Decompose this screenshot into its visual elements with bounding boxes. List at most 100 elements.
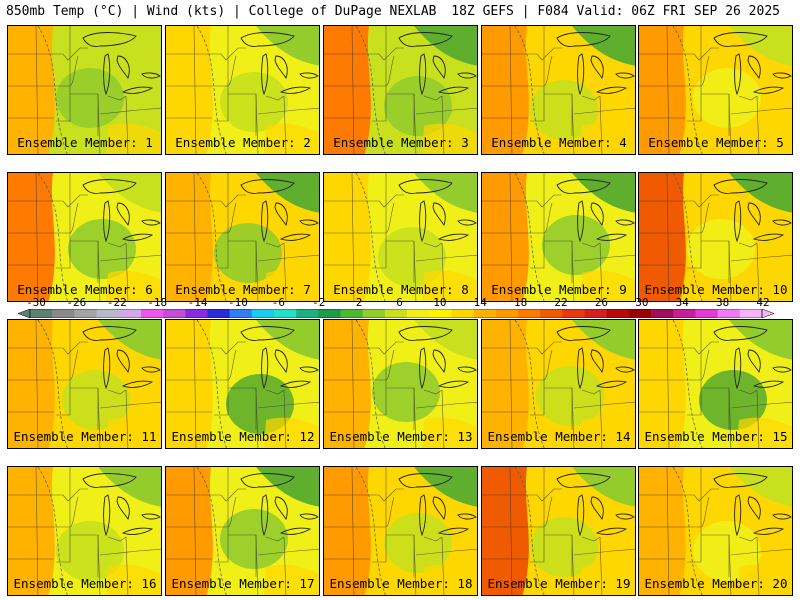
chart-title: 850mb Temp (°C) | Wind (kts) | College o… — [6, 4, 437, 19]
colorbar-swatch — [695, 309, 718, 318]
ensemble-member-label: Ensemble Member: 13 — [329, 429, 473, 444]
ensemble-member-map — [7, 319, 162, 449]
colorbar-swatch — [518, 309, 541, 318]
colorbar-swatch — [52, 309, 75, 318]
colorbar-tick-label: 34 — [675, 296, 689, 309]
ensemble-member-label: Ensemble Member: 2 — [175, 135, 311, 150]
colorbar-tick-label: 42 — [756, 296, 770, 309]
temperature-field — [324, 320, 477, 448]
colorbar-swatch — [118, 309, 142, 318]
ensemble-member-label: Ensemble Member: 6 — [17, 282, 153, 297]
ensemble-member-label: Ensemble Member: 15 — [644, 429, 788, 444]
ensemble-member-map — [638, 25, 793, 155]
ensemble-member-map — [481, 172, 636, 302]
colorbar-tick-label: 38 — [715, 296, 730, 309]
colorbar-tick-label: 2 — [355, 296, 363, 309]
colorbar-tick-label: 30 — [635, 296, 649, 309]
colorbar-min-arrow — [18, 309, 31, 318]
colorbar-tick-label: 6 — [396, 296, 403, 309]
ensemble-member-map — [481, 466, 636, 596]
temperature-field — [324, 173, 477, 301]
ensemble-member-label: Ensemble Member: 12 — [171, 429, 315, 444]
colorbar-tick-label: 26 — [594, 296, 609, 309]
ensemble-member-map — [323, 172, 478, 302]
ensemble-member-label: Ensemble Member: 4 — [491, 135, 627, 150]
ensemble-member-label: Ensemble Member: 16 — [13, 576, 157, 591]
temperature-field — [166, 320, 319, 448]
colorbar-swatch — [429, 309, 452, 318]
colorbar-tick-label: 10 — [433, 296, 447, 309]
colorbar-swatch — [185, 309, 208, 318]
ensemble-member-label: Ensemble Member: 20 — [644, 576, 788, 591]
colorbar-tick-label: 18 — [514, 296, 528, 309]
temperature-field — [8, 320, 161, 448]
ensemble-member-map — [638, 319, 793, 449]
colorbar-swatch — [739, 309, 763, 318]
ensemble-member-map — [323, 25, 478, 155]
colorbar-swatch — [30, 309, 53, 318]
ensemble-member-map — [323, 466, 478, 596]
ensemble-member-map — [165, 319, 320, 449]
colorbar-swatch — [340, 309, 364, 318]
colorbar-swatch — [673, 309, 696, 318]
colorbar-max-arrow — [761, 309, 774, 318]
colorbar — [18, 309, 774, 318]
temperature-field — [639, 26, 792, 154]
colorbar-tick-label: -30 — [26, 296, 46, 309]
colorbar-swatch — [495, 309, 519, 318]
temperature-field — [482, 26, 635, 154]
temperature-field — [8, 173, 161, 301]
ensemble-member-label: Ensemble Member: 1 — [17, 135, 153, 150]
ensemble-member-label: Ensemble Member: 5 — [648, 135, 784, 150]
ensemble-member-label: Ensemble Member: 19 — [487, 576, 631, 591]
colorbar-swatch — [606, 309, 630, 318]
ensemble-member-label: Ensemble Member: 14 — [487, 429, 631, 444]
colorbar-swatch — [407, 309, 430, 318]
colorbar-swatch — [229, 309, 253, 318]
temperature-field — [639, 173, 792, 301]
ensemble-member-map — [7, 466, 162, 596]
colorbar-swatch — [74, 309, 97, 318]
ensemble-member-map — [7, 172, 162, 302]
colorbar-swatch — [584, 309, 608, 318]
temperature-field — [8, 467, 161, 595]
colorbar-tick-label: -26 — [66, 296, 87, 309]
temperature-field — [639, 467, 792, 595]
colorbar-tick-label: -18 — [147, 296, 168, 309]
temperature-field — [166, 26, 319, 154]
colorbar-swatch — [628, 309, 652, 318]
temperature-field — [8, 26, 161, 154]
temperature-field — [324, 26, 477, 154]
temperature-field — [482, 320, 635, 448]
ensemble-member-map — [481, 319, 636, 449]
colorbar-tick-label: -10 — [228, 296, 248, 309]
colorbar-swatch — [362, 309, 386, 318]
colorbar-swatch — [296, 309, 319, 318]
colorbar-tick-label: -2 — [312, 296, 326, 309]
ensemble-member-label: Ensemble Member: 9 — [491, 282, 627, 297]
colorbar-swatch — [274, 309, 297, 318]
ensemble-member-label: Ensemble Member: 7 — [175, 282, 311, 297]
temperature-field — [482, 467, 635, 595]
colorbar-swatch — [451, 309, 474, 318]
colorbar-tick-label: 14 — [473, 296, 487, 309]
temperature-field — [166, 467, 319, 595]
colorbar-swatch — [717, 309, 741, 318]
ensemble-member-map — [165, 25, 320, 155]
ensemble-member-map — [165, 172, 320, 302]
ensemble-member-map — [481, 25, 636, 155]
temperature-field — [639, 320, 792, 448]
colorbar-swatch — [473, 309, 497, 318]
temperature-field — [324, 467, 477, 595]
colorbar-swatch — [163, 309, 186, 318]
ensemble-member-map — [7, 25, 162, 155]
colorbar-tick-label: -6 — [271, 296, 285, 309]
temperature-field — [166, 173, 319, 301]
colorbar-swatch — [384, 309, 408, 318]
ensemble-member-label: Ensemble Member: 3 — [333, 135, 469, 150]
ensemble-member-label: Ensemble Member: 11 — [13, 429, 157, 444]
colorbar-swatch — [318, 309, 341, 318]
ensemble-member-map — [323, 319, 478, 449]
colorbar-tick-label: -14 — [187, 296, 208, 309]
ensemble-member-label: Ensemble Member: 18 — [329, 576, 473, 591]
